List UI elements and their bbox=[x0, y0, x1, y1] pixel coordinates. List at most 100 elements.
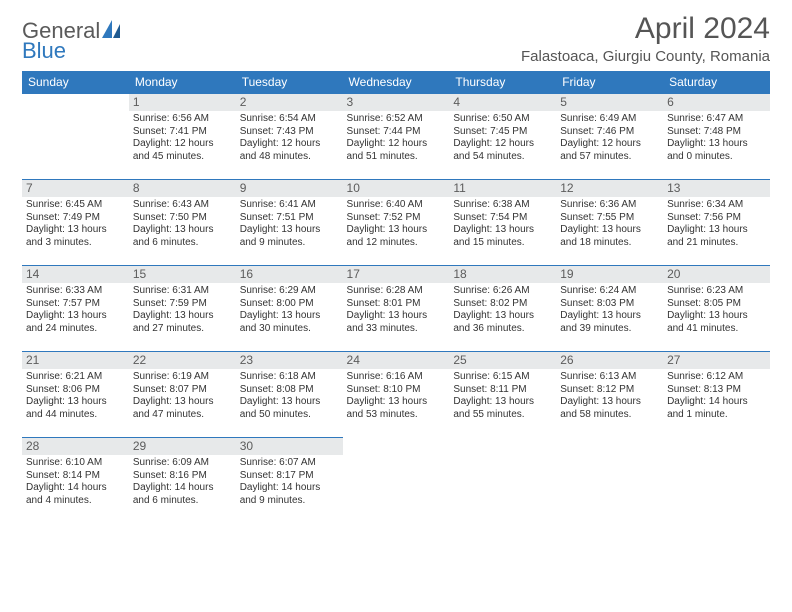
calendar-cell: 2Sunrise: 6:54 AMSunset: 7:43 PMDaylight… bbox=[236, 94, 343, 180]
daylight-line: Daylight: 13 hours bbox=[133, 224, 232, 237]
title-block: April 2024 Falastoaca, Giurgiu County, R… bbox=[521, 12, 770, 65]
sunrise-line: Sunrise: 6:10 AM bbox=[26, 457, 125, 470]
day-number: 7 bbox=[22, 180, 129, 197]
daylight-line: and 54 minutes. bbox=[453, 151, 552, 164]
day-number: 9 bbox=[236, 180, 343, 197]
calendar-cell: 17Sunrise: 6:28 AMSunset: 8:01 PMDayligh… bbox=[343, 266, 450, 352]
sunset-line: Sunset: 8:06 PM bbox=[26, 384, 125, 397]
calendar-cell: 20Sunrise: 6:23 AMSunset: 8:05 PMDayligh… bbox=[663, 266, 770, 352]
daylight-line: Daylight: 13 hours bbox=[26, 224, 125, 237]
calendar-cell: 9Sunrise: 6:41 AMSunset: 7:51 PMDaylight… bbox=[236, 180, 343, 266]
dayheader-fri: Friday bbox=[556, 71, 663, 94]
daylight-line: and 6 minutes. bbox=[133, 495, 232, 508]
sunset-line: Sunset: 8:13 PM bbox=[667, 384, 766, 397]
day-number: 13 bbox=[663, 180, 770, 197]
day-number: 3 bbox=[343, 94, 450, 111]
calendar-table: Sunday Monday Tuesday Wednesday Thursday… bbox=[22, 71, 770, 524]
sunrise-line: Sunrise: 6:38 AM bbox=[453, 199, 552, 212]
dayheader-tue: Tuesday bbox=[236, 71, 343, 94]
calendar-cell: 13 Sunrise: 6:34 AMSunset: 7:56 PMDayligh… bbox=[663, 180, 770, 266]
location-subtitle: Falastoaca, Giurgiu County, Romania bbox=[521, 48, 770, 65]
sunrise-line: Sunrise: 6:56 AM bbox=[133, 113, 232, 126]
calendar-cell: 3Sunrise: 6:52 AMSunset: 7:44 PMDaylight… bbox=[343, 94, 450, 180]
sunrise-line: Sunrise: 6:43 AM bbox=[133, 199, 232, 212]
calendar-cell bbox=[22, 94, 129, 180]
day-number: 30 bbox=[236, 438, 343, 455]
daylight-line: and 30 minutes. bbox=[240, 323, 339, 336]
daylight-line: Daylight: 13 hours bbox=[560, 310, 659, 323]
sunrise-line: Sunrise: 6:12 AM bbox=[667, 371, 766, 384]
day-number: 1 bbox=[129, 94, 236, 111]
daylight-line: and 18 minutes. bbox=[560, 237, 659, 250]
daylight-line: and 27 minutes. bbox=[133, 323, 232, 336]
sunset-line: Sunset: 7:49 PM bbox=[26, 212, 125, 225]
daylight-line: Daylight: 13 hours bbox=[26, 310, 125, 323]
daylight-line: and 47 minutes. bbox=[133, 409, 232, 422]
sail-icon bbox=[102, 18, 122, 44]
calendar-cell: 7Sunrise: 6:45 AMSunset: 7:49 PMDaylight… bbox=[22, 180, 129, 266]
day-number: 26 bbox=[556, 352, 663, 369]
day-number: 28 bbox=[22, 438, 129, 455]
sunrise-line: Sunrise: 6:09 AM bbox=[133, 457, 232, 470]
sunrise-line: Sunrise: 6:28 AM bbox=[347, 285, 446, 298]
sunrise-line: Sunrise: 6:40 AM bbox=[347, 199, 446, 212]
day-number: 19 bbox=[556, 266, 663, 283]
dayheader-thu: Thursday bbox=[449, 71, 556, 94]
daylight-line: and 57 minutes. bbox=[560, 151, 659, 164]
sunset-line: Sunset: 8:12 PM bbox=[560, 384, 659, 397]
calendar-cell: 28Sunrise: 6:10 AMSunset: 8:14 PMDayligh… bbox=[22, 438, 129, 524]
daylight-line: and 33 minutes. bbox=[347, 323, 446, 336]
daylight-line: and 39 minutes. bbox=[560, 323, 659, 336]
calendar-cell bbox=[343, 438, 450, 524]
day-number: 17 bbox=[343, 266, 450, 283]
calendar-row: 21Sunrise: 6:21 AMSunset: 8:06 PMDayligh… bbox=[22, 352, 770, 438]
daylight-line: Daylight: 13 hours bbox=[133, 310, 232, 323]
daylight-line: and 12 minutes. bbox=[347, 237, 446, 250]
sunset-line: Sunset: 7:56 PM bbox=[667, 212, 766, 225]
sunset-line: Sunset: 8:05 PM bbox=[667, 298, 766, 311]
daylight-line: and 58 minutes. bbox=[560, 409, 659, 422]
sunrise-line: Sunrise: 6:36 AM bbox=[560, 199, 659, 212]
calendar-row: 7Sunrise: 6:45 AMSunset: 7:49 PMDaylight… bbox=[22, 180, 770, 266]
header: General April 2024 Falastoaca, Giurgiu C… bbox=[22, 12, 770, 65]
day-number: 14 bbox=[22, 266, 129, 283]
sunrise-line: Sunrise: 6:34 AM bbox=[667, 199, 766, 212]
sunset-line: Sunset: 7:46 PM bbox=[560, 126, 659, 139]
sunrise-line: Sunrise: 6:19 AM bbox=[133, 371, 232, 384]
sunrise-line: Sunrise: 6:07 AM bbox=[240, 457, 339, 470]
day-number: 20 bbox=[663, 266, 770, 283]
calendar-cell: 12Sunrise: 6:36 AMSunset: 7:55 PMDayligh… bbox=[556, 180, 663, 266]
day-number: 27 bbox=[663, 352, 770, 369]
calendar-cell: 19Sunrise: 6:24 AMSunset: 8:03 PMDayligh… bbox=[556, 266, 663, 352]
calendar-cell: 23Sunrise: 6:18 AMSunset: 8:08 PMDayligh… bbox=[236, 352, 343, 438]
sunset-line: Sunset: 8:08 PM bbox=[240, 384, 339, 397]
daylight-line: Daylight: 13 hours bbox=[667, 224, 766, 237]
dayheader-sun: Sunday bbox=[22, 71, 129, 94]
day-number: 25 bbox=[449, 352, 556, 369]
calendar-head: Sunday Monday Tuesday Wednesday Thursday… bbox=[22, 71, 770, 94]
daylight-line: Daylight: 13 hours bbox=[240, 224, 339, 237]
daylight-line: Daylight: 13 hours bbox=[560, 396, 659, 409]
calendar-cell bbox=[556, 438, 663, 524]
day-number: 12 bbox=[556, 180, 663, 197]
sunset-line: Sunset: 8:11 PM bbox=[453, 384, 552, 397]
day-number: 5 bbox=[556, 94, 663, 111]
brand-part2: Blue bbox=[22, 38, 66, 64]
sunrise-line: Sunrise: 6:31 AM bbox=[133, 285, 232, 298]
calendar-cell: 11Sunrise: 6:38 AMSunset: 7:54 PMDayligh… bbox=[449, 180, 556, 266]
day-number: 4 bbox=[449, 94, 556, 111]
daylight-line: Daylight: 13 hours bbox=[453, 224, 552, 237]
daylight-line: Daylight: 13 hours bbox=[347, 224, 446, 237]
calendar-cell: 8Sunrise: 6:43 AMSunset: 7:50 PMDaylight… bbox=[129, 180, 236, 266]
daylight-line: and 53 minutes. bbox=[347, 409, 446, 422]
sunrise-line: Sunrise: 6:21 AM bbox=[26, 371, 125, 384]
day-number: 24 bbox=[343, 352, 450, 369]
sunrise-line: Sunrise: 6:49 AM bbox=[560, 113, 659, 126]
daylight-line: and 15 minutes. bbox=[453, 237, 552, 250]
daylight-line: Daylight: 13 hours bbox=[667, 138, 766, 151]
dayheader-mon: Monday bbox=[129, 71, 236, 94]
day-number: 29 bbox=[129, 438, 236, 455]
daylight-line: Daylight: 12 hours bbox=[347, 138, 446, 151]
daylight-line: and 51 minutes. bbox=[347, 151, 446, 164]
calendar-cell: 27Sunrise: 6:12 AMSunset: 8:13 PMDayligh… bbox=[663, 352, 770, 438]
